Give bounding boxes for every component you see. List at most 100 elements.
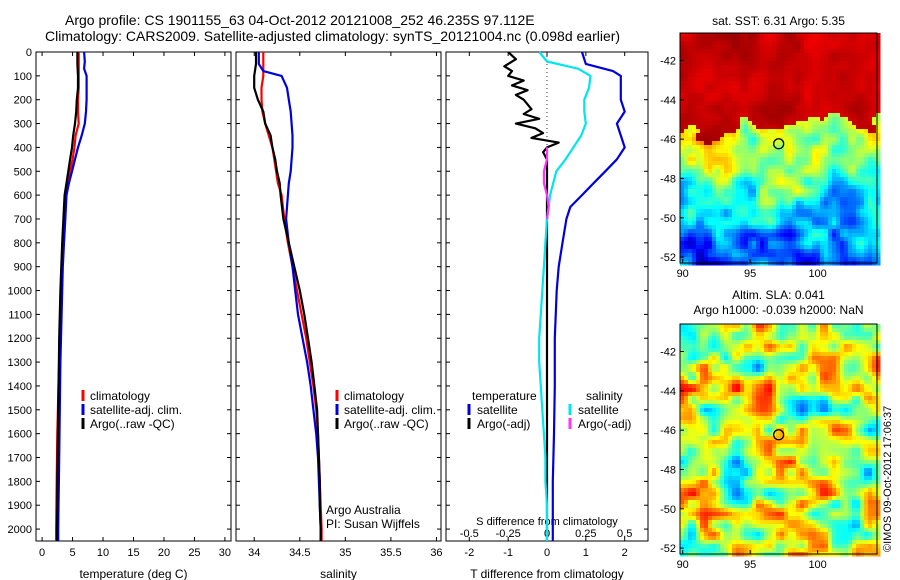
map-cell: [744, 145, 749, 150]
map-cell: [828, 452, 833, 457]
map-cell: [696, 213, 701, 218]
map-cell: [808, 45, 813, 50]
map-cell: [792, 404, 797, 409]
map-cell: [812, 448, 817, 453]
map-cell: [772, 420, 777, 425]
map-cell: [876, 404, 881, 409]
map-cell: [780, 372, 785, 377]
map-cell: [712, 169, 717, 174]
map-cell: [848, 157, 853, 162]
map-cell: [876, 133, 881, 138]
map-cell: [696, 328, 701, 333]
map-cell: [768, 241, 773, 246]
map-cell: [856, 117, 861, 122]
map-cell: [848, 352, 853, 357]
map-cell: [708, 49, 713, 54]
map-cell: [824, 173, 829, 178]
map-cell: [780, 165, 785, 170]
map-cell: [680, 245, 685, 250]
legend-label: satellite-adj. clim.: [344, 403, 436, 417]
map-cell: [824, 97, 829, 102]
map-cell: [700, 89, 705, 94]
map-cell: [788, 41, 793, 46]
map-cell: [764, 77, 769, 82]
map-cell: [844, 93, 849, 98]
map-cell: [848, 388, 853, 393]
map-cell: [716, 420, 721, 425]
map-cell: [760, 412, 765, 417]
map-cell: [772, 89, 777, 94]
map-cell: [764, 37, 769, 42]
map-cell: [752, 125, 757, 130]
map-cell: [832, 444, 837, 449]
map-cell: [828, 197, 833, 202]
map-cell: [712, 460, 717, 465]
series-line-t_argo: [503, 51, 560, 541]
map-cell: [744, 133, 749, 138]
map-cell: [864, 217, 869, 222]
map-cell: [808, 396, 813, 401]
map-cell: [756, 245, 761, 250]
map-cell: [820, 344, 825, 349]
map-cell: [796, 149, 801, 154]
map-cell: [864, 436, 869, 441]
map-cell: [848, 221, 853, 226]
map-cell: [820, 185, 825, 190]
map-cell: [732, 432, 737, 437]
map-cell: [844, 113, 849, 118]
map-cell: [772, 201, 777, 206]
map-cell: [848, 45, 853, 50]
map-cell: [700, 408, 705, 413]
map-cell: [876, 324, 881, 329]
map-cell: [868, 324, 873, 329]
map-cell: [836, 109, 841, 114]
map-cell: [752, 432, 757, 437]
map-cell: [680, 145, 685, 150]
map-cell: [752, 225, 757, 230]
map-cell: [768, 257, 773, 262]
map-cell: [844, 125, 849, 130]
map-cell: [832, 420, 837, 425]
map-cell: [824, 117, 829, 122]
map-cell: [736, 324, 741, 329]
map-cell: [744, 161, 749, 166]
map-cell: [812, 117, 817, 122]
map-cell: [836, 221, 841, 226]
map-cell: [756, 464, 761, 469]
map-cell: [740, 324, 745, 329]
map-cell: [808, 376, 813, 381]
map-cell: [732, 45, 737, 50]
map-cell: [752, 177, 757, 182]
map-cell: [804, 193, 809, 198]
map-cell: [760, 129, 765, 134]
map-cell: [780, 205, 785, 210]
map-cell: [840, 229, 845, 234]
map-cell: [812, 253, 817, 258]
map-cell: [824, 392, 829, 397]
map-cell: [836, 416, 841, 421]
map-cell: [812, 145, 817, 150]
map-cell: [728, 468, 733, 473]
map-cell: [804, 348, 809, 353]
map-cell: [756, 133, 761, 138]
map-cell: [732, 169, 737, 174]
map-cell: [840, 49, 845, 54]
legend-heading: temperature: [472, 389, 537, 403]
map-cell: [696, 69, 701, 74]
map-cell: [764, 428, 769, 433]
map-cell: [732, 165, 737, 170]
map-cell: [804, 121, 809, 126]
map-cell: [864, 165, 869, 170]
map-cell: [732, 93, 737, 98]
map-cell: [856, 384, 861, 389]
map-cell: [808, 53, 813, 58]
map-cell: [836, 181, 841, 186]
map-cell: [692, 73, 697, 78]
map-cell: [796, 201, 801, 206]
map-cell: [712, 368, 717, 373]
map-cell: [728, 213, 733, 218]
map-cell: [696, 229, 701, 234]
map-cell: [876, 97, 881, 102]
map-cell: [816, 253, 821, 258]
map-cell: [860, 241, 865, 246]
